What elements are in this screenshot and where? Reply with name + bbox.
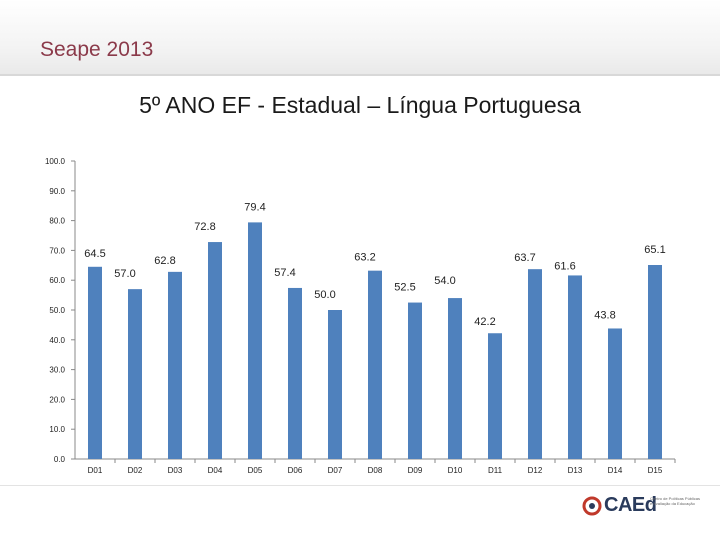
y-tick-label: 40.0 bbox=[49, 336, 65, 345]
data-label: 43.8 bbox=[594, 309, 615, 321]
data-label: 63.2 bbox=[354, 252, 375, 264]
y-tick-label: 90.0 bbox=[49, 187, 65, 196]
logo-text: CAEd bbox=[604, 494, 657, 516]
data-label: 50.0 bbox=[314, 289, 335, 301]
x-tick-label: D13 bbox=[568, 466, 583, 475]
data-label: 54.0 bbox=[434, 275, 455, 287]
data-label: 64.5 bbox=[84, 248, 105, 260]
bar-d09 bbox=[408, 302, 422, 459]
header-band bbox=[0, 0, 720, 74]
y-tick-label: 80.0 bbox=[49, 217, 65, 226]
y-tick-label: 20.0 bbox=[49, 395, 65, 404]
x-tick-label: D01 bbox=[88, 466, 103, 475]
x-tick-label: D06 bbox=[288, 466, 303, 475]
y-tick-label: 0.0 bbox=[54, 455, 66, 464]
data-label: 63.7 bbox=[514, 252, 535, 264]
data-label: 52.5 bbox=[394, 282, 415, 294]
y-tick-label: 100.0 bbox=[45, 157, 66, 166]
data-label: 72.8 bbox=[194, 221, 215, 233]
x-tick-label: D11 bbox=[488, 466, 503, 475]
caed-logo-icon bbox=[582, 496, 602, 516]
y-tick-label: 70.0 bbox=[49, 246, 65, 255]
data-label: 57.0 bbox=[114, 268, 135, 280]
x-tick-label: D10 bbox=[448, 466, 463, 475]
x-tick-label: D14 bbox=[608, 466, 623, 475]
data-label: 62.8 bbox=[154, 255, 175, 267]
x-tick-label: D09 bbox=[408, 466, 423, 475]
y-tick-label: 10.0 bbox=[49, 425, 65, 434]
footer-divider bbox=[0, 485, 720, 486]
y-tick-label: 30.0 bbox=[49, 366, 65, 375]
chart-title: 5º ANO EF - Estadual – Língua Portuguesa bbox=[139, 92, 581, 118]
bar-d06 bbox=[288, 287, 302, 459]
x-tick-label: D04 bbox=[208, 466, 223, 475]
bar-d12 bbox=[528, 269, 542, 459]
data-label: 61.6 bbox=[554, 260, 575, 272]
x-tick-label: D05 bbox=[248, 466, 263, 475]
y-tick-label: 60.0 bbox=[49, 276, 65, 285]
x-tick-label: D07 bbox=[328, 466, 343, 475]
bar-d01 bbox=[88, 266, 102, 459]
bar-d11 bbox=[488, 333, 502, 459]
bar-d02 bbox=[128, 289, 142, 459]
bar-d03 bbox=[168, 271, 182, 459]
header-divider bbox=[0, 74, 720, 76]
data-label: 79.4 bbox=[244, 201, 265, 213]
bar-d14 bbox=[608, 328, 622, 459]
x-tick-label: D15 bbox=[648, 466, 663, 475]
x-tick-label: D02 bbox=[128, 466, 143, 475]
data-label: 65.1 bbox=[644, 244, 665, 256]
x-tick-label: D08 bbox=[368, 466, 383, 475]
bar-d10 bbox=[448, 298, 462, 459]
bar-d13 bbox=[568, 275, 582, 459]
logo-subtitle: Centro de Políticas Públicas e Avaliação… bbox=[650, 496, 701, 506]
bar-d08 bbox=[368, 270, 382, 459]
bar-d04 bbox=[208, 242, 222, 459]
bar-d15 bbox=[648, 265, 662, 459]
bar-d07 bbox=[328, 310, 342, 459]
x-tick-label: D12 bbox=[528, 466, 543, 475]
bar-d05 bbox=[248, 222, 262, 459]
x-tick-label: D03 bbox=[168, 466, 183, 475]
page-title: Seape 2013 bbox=[40, 38, 154, 61]
caed-logo: CAEd Centro de Políticas Públicas e Aval… bbox=[582, 490, 702, 520]
data-label: 57.4 bbox=[274, 267, 295, 279]
y-tick-label: 50.0 bbox=[49, 306, 65, 315]
data-label: 42.2 bbox=[474, 316, 495, 328]
